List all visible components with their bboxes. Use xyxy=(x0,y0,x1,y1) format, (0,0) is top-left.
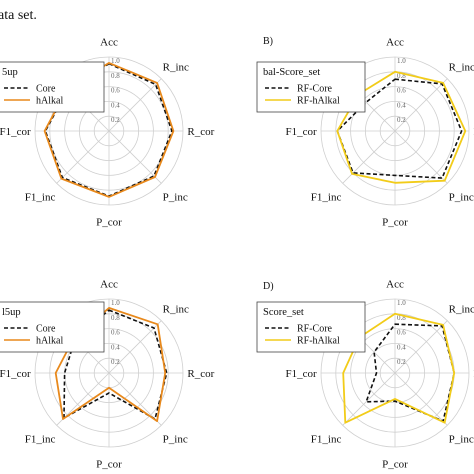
radar-panel-3: 0.2 0.4 0.6 0.8 1.0 Acc R_inc R_cor P_inc P_cor F1… xyxy=(0,279,215,470)
tick-label: 0.6 xyxy=(397,87,406,95)
legend-entry: RF-Core xyxy=(297,84,333,95)
tick-label: 0.6 xyxy=(111,329,120,337)
axis-label-f1-inc: F1_inc xyxy=(25,192,56,204)
grid-spoke xyxy=(342,130,396,184)
grid-spoke xyxy=(394,372,448,426)
axis-label-acc: Acc xyxy=(386,279,404,291)
tick-label: 0.4 xyxy=(397,343,406,351)
axis-label-p-inc: P_inc xyxy=(163,434,188,446)
axis-label-acc: Acc xyxy=(100,37,118,49)
tick-label: 0.4 xyxy=(397,101,406,109)
axis-label-p-cor: P_cor xyxy=(382,216,408,228)
axis-label-f1-cor: F1_cor xyxy=(0,368,31,380)
axis-label-p-cor: P_cor xyxy=(96,458,122,470)
grid-spoke xyxy=(342,372,396,426)
grid-spoke xyxy=(108,320,162,374)
axis-label-p-cor: P_cor xyxy=(96,216,122,228)
legend-title: 5up xyxy=(2,67,18,78)
axis-label-r-inc: R_inc xyxy=(449,303,474,315)
axis-label-r-inc: R_inc xyxy=(163,303,189,315)
axis-label-f1-cor: F1_cor xyxy=(285,368,317,380)
axis-label-p-cor: P_cor xyxy=(382,458,408,470)
tick-label: 0.8 xyxy=(397,314,406,322)
grid-spoke xyxy=(108,372,162,426)
legend-title: Score_set xyxy=(263,307,304,318)
tick-label: 1.0 xyxy=(397,299,406,307)
tick-label: 0.6 xyxy=(111,87,120,95)
axis-label-r-inc: R_inc xyxy=(163,61,189,73)
axis-label-f1-cor: F1_cor xyxy=(285,126,317,138)
tick-label: 1.0 xyxy=(397,57,406,65)
tick-label: 0.2 xyxy=(111,116,120,124)
axis-label-acc: Acc xyxy=(100,279,118,291)
tick-label: 0.8 xyxy=(111,314,120,322)
axis-label-p-inc: P_inc xyxy=(449,434,474,446)
legend-entry: hAlkal xyxy=(36,96,63,107)
tick-label: 0.8 xyxy=(397,72,406,80)
grid-spoke xyxy=(56,130,110,184)
legend-entry: Core xyxy=(36,324,56,335)
radar-panel-2: 0.20.40.60.81.0AccR_incR_corP_incP_corF1… xyxy=(256,36,474,228)
axis-label-f1-inc: F1_inc xyxy=(25,434,56,446)
panel-letter: B) xyxy=(263,36,273,47)
legend-entry: Core xyxy=(36,84,56,95)
axis-label-p-inc: P_inc xyxy=(449,192,474,204)
axis-label-f1-inc: F1_inc xyxy=(311,434,342,446)
grid-spoke xyxy=(108,130,162,184)
axis-label-acc: Acc xyxy=(386,37,404,49)
axis-label-p-inc: P_inc xyxy=(163,192,188,204)
grid-spoke xyxy=(394,78,448,132)
grid-spoke xyxy=(394,320,448,374)
axis-label-r-cor: R_cor xyxy=(187,126,214,138)
figure-caption: ata set. xyxy=(0,8,37,23)
legend-entry: hAlkal xyxy=(36,336,63,347)
radar-panels: 0.2 0.4 0.6 0.8 1.0 Acc R_inc R_cor P_inc P_cor F1… xyxy=(0,36,474,470)
legend-entry: RF-Core xyxy=(297,324,333,335)
grid-spoke xyxy=(108,78,162,132)
tick-label: 0.4 xyxy=(111,343,120,351)
tick-label: 0.8 xyxy=(111,72,120,80)
tick-label: 1.0 xyxy=(111,299,120,307)
legend-box xyxy=(256,61,366,113)
panel-letter: D) xyxy=(263,281,274,292)
legend-entry: RF-hAlkal xyxy=(297,336,340,347)
legend-entry: RF-hAlkal xyxy=(297,96,340,107)
legend-box xyxy=(0,301,105,353)
tick-label: 0.6 xyxy=(397,329,406,337)
tick-label: 0.2 xyxy=(397,358,406,366)
legend-title: bal-Score_set xyxy=(263,67,320,78)
tick-label: 1.0 xyxy=(111,57,120,65)
series-rf-core xyxy=(336,78,463,179)
axis-label-f1-cor: F1_cor xyxy=(0,126,31,138)
axis-label-r-cor: R_cor xyxy=(187,368,214,380)
radar-panel-4: 0.20.40.60.81.0AccR_incR_corP_incP_corF1… xyxy=(256,279,474,470)
axis-label-f1-inc: F1_inc xyxy=(311,192,342,204)
grid-spoke xyxy=(394,130,448,184)
tick-label: 0.2 xyxy=(111,358,120,366)
axis-label-r-inc: R_inc xyxy=(449,61,474,73)
legend-box xyxy=(256,301,366,353)
legend-title: l5up xyxy=(2,307,21,318)
tick-label: 0.2 xyxy=(397,116,406,124)
series-rf-core xyxy=(365,323,456,422)
tick-label: 0.4 xyxy=(111,101,120,109)
legend-box xyxy=(0,61,105,113)
radar-panel-1: 0.2 0.4 0.6 0.8 1.0 Acc R_inc R_cor P_inc P_cor F1… xyxy=(0,37,215,228)
